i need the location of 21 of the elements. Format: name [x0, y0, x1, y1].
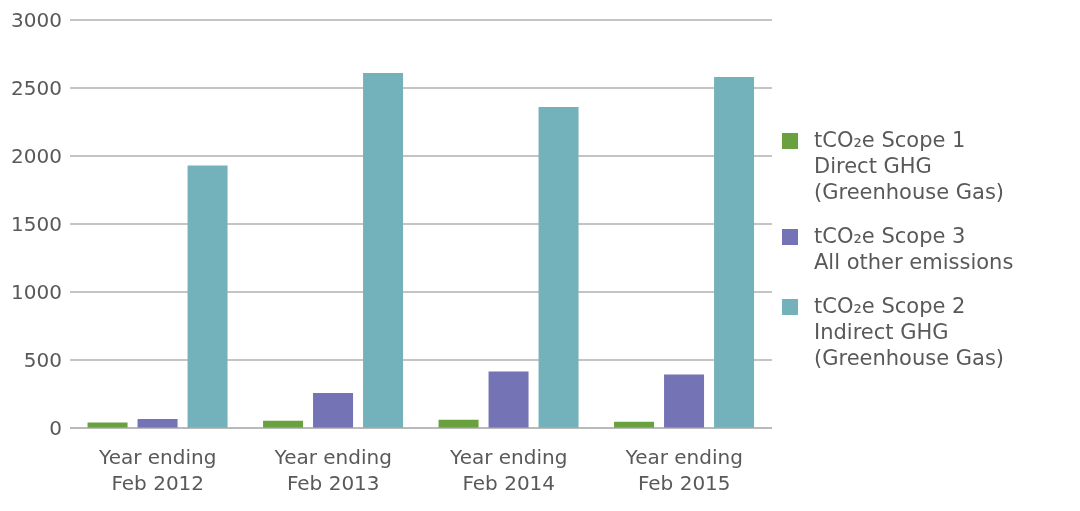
- bar: [714, 77, 755, 428]
- bar: [363, 73, 404, 428]
- bar: [538, 107, 579, 428]
- x-tick-label: Year ending Feb 2014: [449, 445, 568, 495]
- legend-label: tCO₂e Scope 2 Indirect GHG (Greenhouse Gas): [814, 293, 1005, 371]
- y-tick-label: 0: [49, 416, 62, 441]
- y-tick-label: 500: [23, 348, 62, 373]
- bar: [313, 393, 354, 428]
- y-tick-label: 1000: [11, 280, 62, 305]
- y-tick-label: 2000: [11, 144, 62, 169]
- legend-label: tCO₂e Scope 1 Direct GHG (Greenhouse Gas): [814, 127, 1005, 205]
- x-tick-label: Year ending Feb 2013: [273, 445, 392, 495]
- bar: [488, 371, 529, 428]
- x-tick-label: Year ending Feb 2015: [624, 445, 743, 495]
- x-tick-label: Year ending Feb 2012: [98, 445, 217, 495]
- y-tick-label: 1500: [11, 212, 62, 237]
- bar: [187, 165, 228, 428]
- y-tick-label: 3000: [11, 8, 62, 33]
- y-tick-label: 2500: [11, 76, 62, 101]
- bar: [664, 374, 705, 428]
- legend-label: tCO₂e Scope 3 All other emissions: [814, 223, 1014, 275]
